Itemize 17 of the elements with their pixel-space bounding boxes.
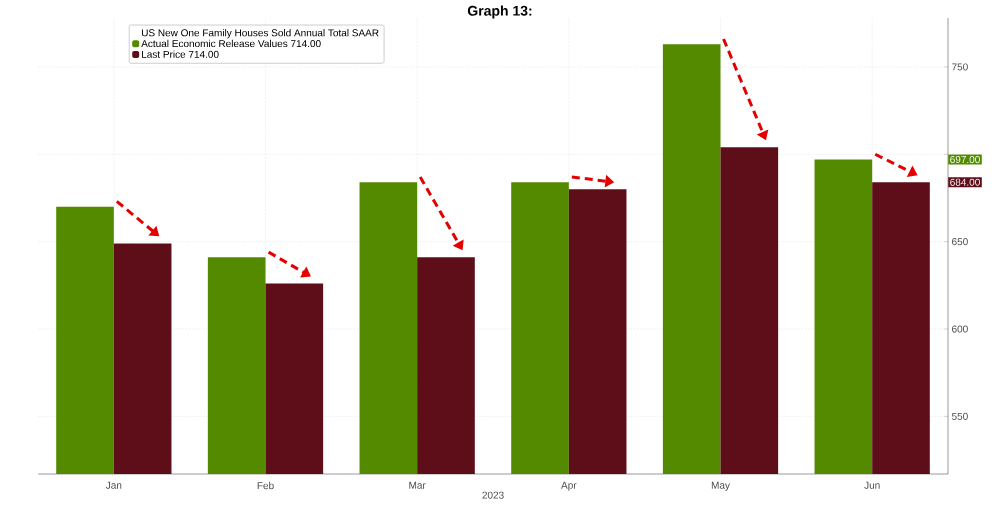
- y-tick-label: 650: [952, 238, 968, 246]
- legend-label: Actual Economic Release Values 714.00: [141, 39, 321, 48]
- y-tick-label: 600: [952, 325, 968, 333]
- x-tick-label: Jun: [864, 481, 880, 489]
- legend-label: Last Price 714.00: [142, 50, 219, 58]
- x-tick-label: May: [711, 481, 730, 491]
- text: 684.00: [950, 178, 980, 186]
- text: 697.00: [950, 155, 980, 164]
- x-tick-label: Jan: [105, 481, 122, 489]
- y-tick-label: 750: [952, 63, 968, 71]
- x-axis-title: 2023: [482, 491, 504, 499]
- x-tick-label: Mar: [409, 481, 426, 489]
- x-tick-label: Feb: [257, 481, 274, 490]
- y-tick-label: 550: [951, 412, 968, 420]
- legend-title: US New One Family Houses Sold Annual Total SAAR: [141, 29, 379, 39]
- x-tick-label: Apr: [561, 481, 577, 491]
- chart-title: Graph 13:: [467, 5, 532, 19]
